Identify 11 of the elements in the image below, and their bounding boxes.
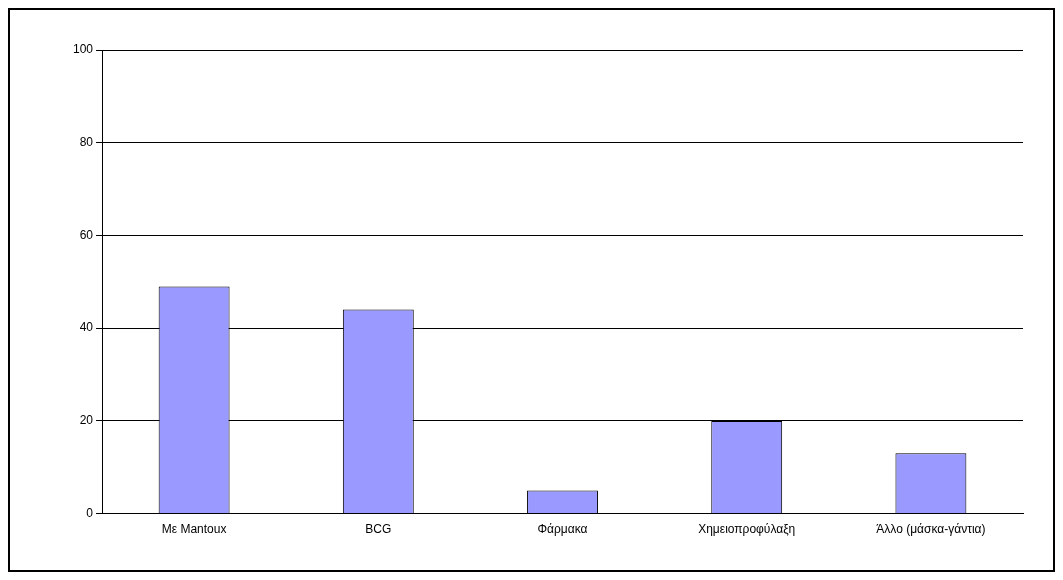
y-tick-label: 40 <box>79 320 94 335</box>
x-tick-label: BCG <box>365 522 392 537</box>
y-tick-label: 80 <box>79 135 94 150</box>
y-tick-label: 20 <box>79 413 94 428</box>
y-tick-label: 0 <box>86 505 94 520</box>
x-tick-label: Χημειοπροφύλαξη <box>698 522 796 537</box>
y-tick-label: 60 <box>79 227 94 242</box>
x-tick-label: Άλλο (μάσκα-γάντια) <box>876 522 986 537</box>
y-tick-label: 100 <box>72 42 94 57</box>
x-tick-label: Με Mantoux <box>161 522 227 537</box>
x-tick-label: Φάρμακα <box>537 522 588 537</box>
